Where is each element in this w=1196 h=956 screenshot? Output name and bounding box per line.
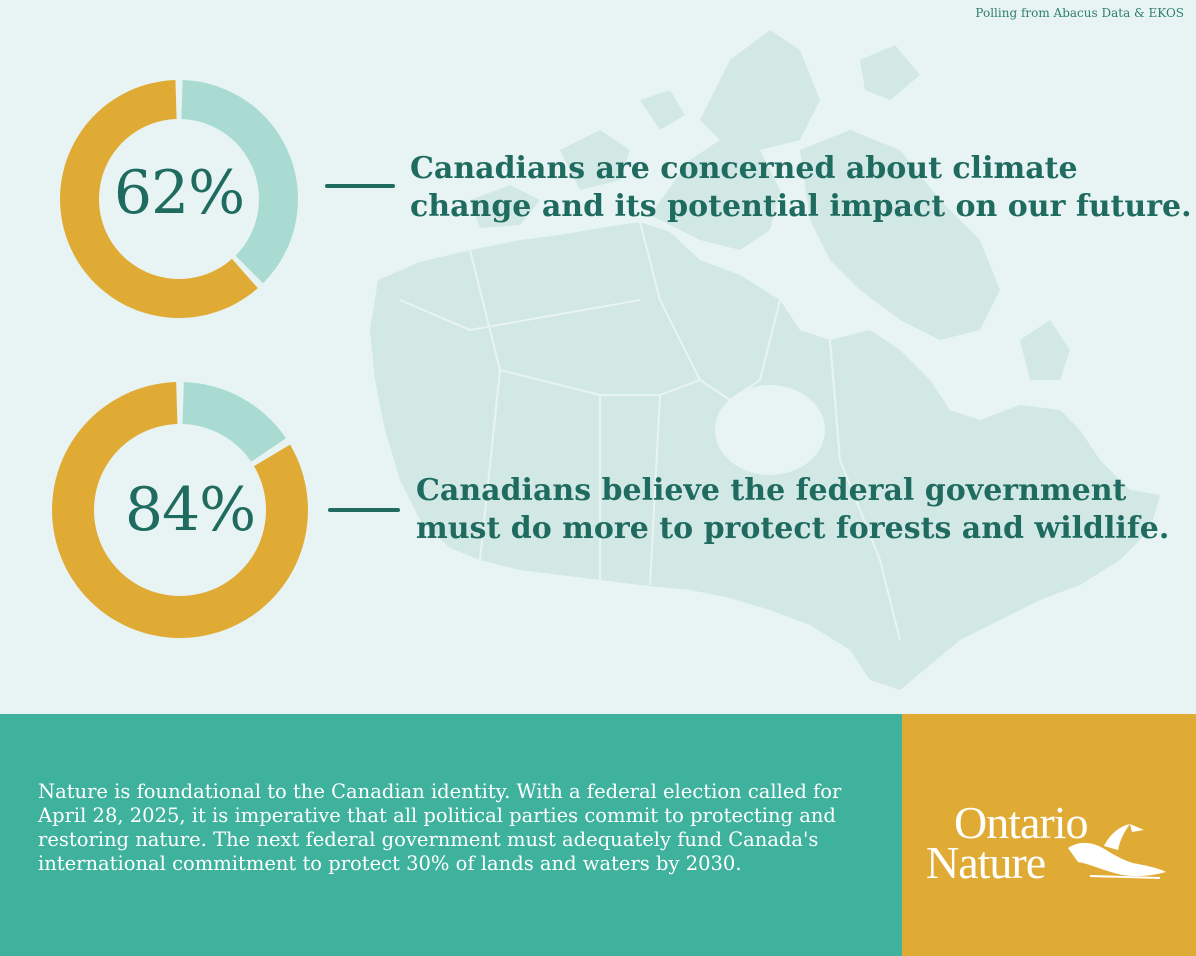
- message-panel: Nature is foundational to the Canadian i…: [0, 714, 902, 956]
- caption-line: must do more to protect forests and wild…: [416, 511, 1170, 546]
- caption-line: Canadians believe the federal government: [416, 473, 1127, 508]
- donut-chart-84: [51, 382, 308, 638]
- loon-icon: [1068, 824, 1166, 879]
- connector-line: [325, 184, 395, 188]
- donut-chart-62: [60, 80, 298, 318]
- caption-line: Canadians are concerned about climate: [410, 151, 1078, 186]
- donut-slice-remainder: [181, 80, 298, 284]
- donut-value-84: 84%: [124, 475, 256, 545]
- donut-slice-remainder: [182, 382, 286, 462]
- body-paragraph: Nature is foundational to the Canadian i…: [38, 780, 842, 875]
- logo-panel: Ontario Nature: [902, 714, 1196, 956]
- donut-slice-value: [60, 80, 258, 318]
- connector-line: [328, 508, 400, 512]
- caption-line: change and its potential impact on our f…: [410, 189, 1192, 224]
- donut-value-62: 62%: [113, 158, 245, 228]
- stat-caption-62: Canadians are concerned about climate ch…: [410, 150, 1192, 226]
- canada-map-icon: [370, 30, 1160, 690]
- stat-caption-84: Canadians believe the federal government…: [416, 472, 1169, 548]
- donut-slice-value: [51, 382, 308, 638]
- logo-line-2: Nature: [926, 837, 1046, 888]
- source-note: Polling from Abacus Data & EKOS: [975, 6, 1184, 20]
- logo-line-1: Ontario: [954, 797, 1089, 848]
- top-panel: Polling from Abacus Data & EKOS 62% Cana…: [51, 6, 1192, 690]
